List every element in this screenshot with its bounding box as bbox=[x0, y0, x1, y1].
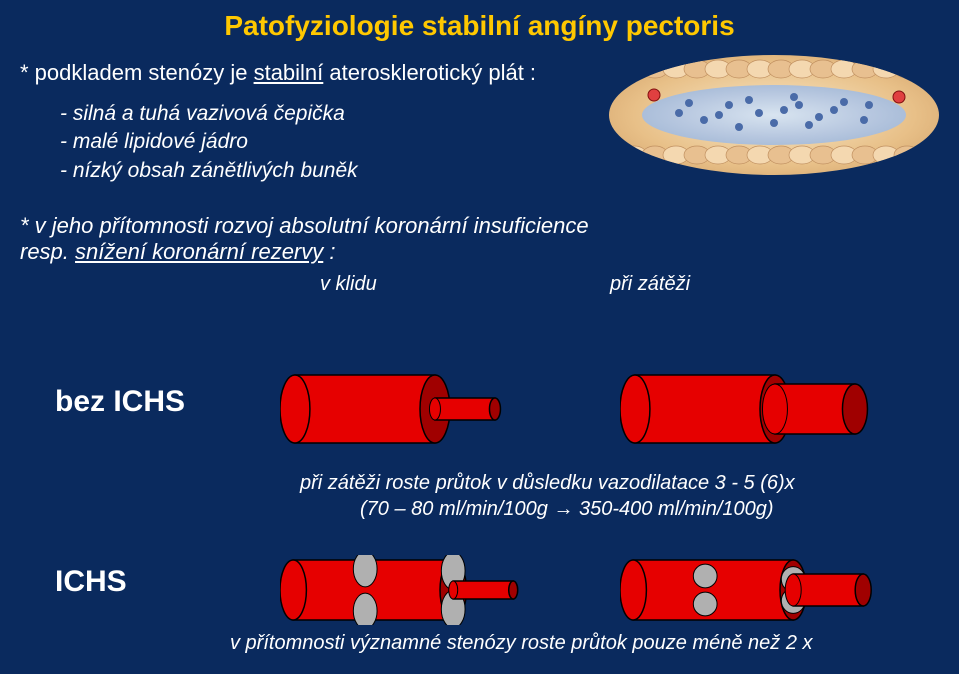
block2-line2: resp. snížení koronární rezervy : bbox=[20, 239, 959, 265]
row-label-bez-ichs: bez ICHS bbox=[55, 385, 185, 419]
vessel-ichs-zatezi bbox=[620, 555, 880, 625]
block-2: * v jeho přítomnosti rozvoj absolutní ko… bbox=[0, 185, 959, 265]
col-label-zatezi: při zátěži bbox=[610, 273, 690, 296]
title-text: Patofyziologie stabilní angíny pectoris bbox=[224, 10, 734, 41]
row-label-ichs: ICHS bbox=[55, 565, 127, 599]
plaque-diagram bbox=[609, 55, 939, 175]
page-title: Patofyziologie stabilní angíny pectoris bbox=[0, 0, 959, 42]
caption-stenosis: v přítomnosti významné stenózy roste prů… bbox=[230, 632, 813, 655]
col-label-klidu: v klidu bbox=[0, 273, 440, 296]
block2-line1: * v jeho přítomnosti rozvoj absolutní ko… bbox=[20, 213, 959, 239]
vessel-bez-zatezi bbox=[620, 370, 870, 448]
column-labels: v klidu při zátěži bbox=[0, 273, 959, 296]
vessel-ichs-klidu bbox=[280, 555, 530, 625]
caption-vasodilation: při zátěži roste průtok v důsledku vazod… bbox=[300, 470, 795, 522]
vessel-bez-klidu bbox=[280, 370, 510, 448]
